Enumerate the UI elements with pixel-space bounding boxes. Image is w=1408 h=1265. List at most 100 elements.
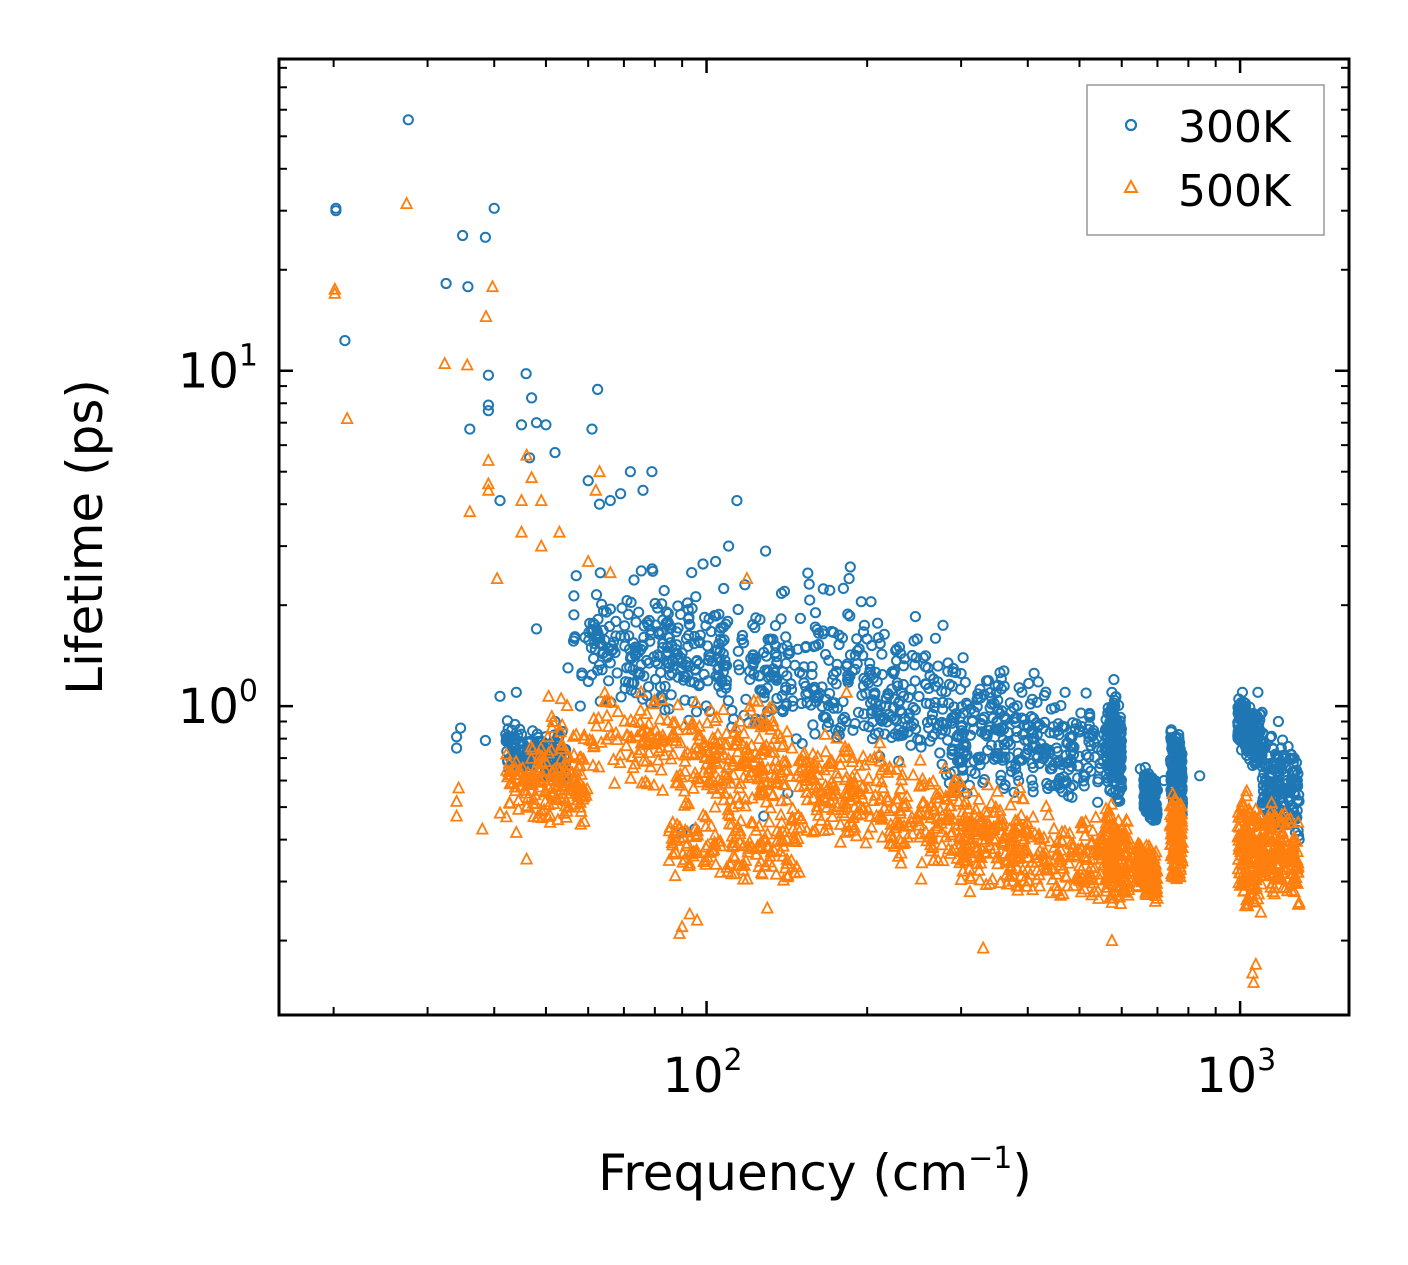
data-point-500k — [328, 285, 342, 299]
data-point-500k — [839, 684, 854, 698]
data-point-300k — [1281, 787, 1293, 799]
data-point-300k — [953, 747, 965, 760]
data-point-500k — [1023, 866, 1038, 880]
data-point-500k — [541, 809, 555, 822]
data-point-500k — [930, 820, 944, 834]
data-point-500k — [686, 780, 701, 794]
data-point-500k — [1240, 896, 1254, 910]
data-point-500k — [624, 770, 638, 784]
data-point-300k — [479, 734, 491, 747]
data-point-500k — [551, 772, 565, 786]
data-point-500k — [543, 807, 557, 821]
data-point-300k — [625, 596, 637, 609]
data-point-300k — [740, 693, 752, 705]
data-point-300k — [1021, 747, 1033, 760]
data-point-300k — [628, 574, 640, 586]
data-point-300k — [1077, 775, 1090, 787]
data-point-300k — [800, 640, 812, 653]
data-point-500k — [1148, 855, 1162, 869]
data-point-300k — [596, 664, 608, 676]
data-point-300k — [844, 610, 856, 622]
x-axis-label: Frequency (cm−1) — [598, 1141, 1032, 1202]
data-point-500k — [1001, 838, 1016, 852]
data-point-500k — [948, 783, 962, 796]
data-point-300k — [1053, 775, 1065, 787]
data-point-300k — [937, 696, 949, 709]
data-point-500k — [546, 714, 560, 727]
data-point-500k — [744, 814, 758, 828]
data-point-500k — [984, 795, 999, 809]
data-point-300k — [857, 626, 870, 638]
data-point-300k — [574, 700, 586, 712]
data-point-300k — [1101, 731, 1113, 743]
data-point-500k — [1107, 826, 1122, 840]
data-point-300k — [1031, 696, 1043, 708]
data-point-300k — [1039, 716, 1051, 728]
data-point-500k — [524, 739, 538, 753]
data-point-500k — [519, 785, 534, 799]
data-point-300k — [637, 484, 649, 496]
data-point-300k — [1108, 674, 1120, 686]
data-point-500k — [792, 779, 806, 793]
data-point-500k — [867, 793, 881, 806]
data-point-300k — [811, 623, 823, 636]
data-point-300k — [937, 619, 949, 631]
data-point-300k — [1110, 772, 1123, 784]
data-point-500k — [647, 692, 662, 706]
data-point-500k — [873, 735, 887, 749]
data-point-500k — [524, 750, 538, 764]
data-point-300k — [830, 678, 842, 690]
data-point-500k — [733, 713, 747, 727]
data-point-500k — [1133, 864, 1148, 878]
data-point-300k — [903, 712, 915, 724]
data-point-300k — [851, 633, 863, 645]
data-point-300k — [803, 578, 815, 590]
data-point-300k — [590, 589, 603, 601]
data-point-300k — [748, 668, 760, 680]
data-point-500k — [653, 711, 667, 725]
data-point-500k — [1254, 904, 1268, 918]
data-point-300k — [1053, 729, 1065, 741]
y-tick-label: 100 — [178, 674, 258, 735]
x-tick-label: 102 — [662, 1043, 742, 1104]
data-point-500k — [683, 906, 697, 920]
data-point-300k — [810, 696, 822, 708]
data-point-500k — [1071, 841, 1085, 855]
data-point-300k — [330, 205, 342, 217]
data-point-500k — [1020, 824, 1034, 838]
data-point-300k — [878, 628, 890, 640]
data-point-500k — [513, 763, 527, 777]
data-point-300k — [982, 675, 995, 687]
data-point-500k — [895, 767, 910, 781]
data-point-500k — [825, 802, 840, 815]
data-point-300k — [1002, 736, 1014, 749]
data-point-500k — [559, 809, 573, 823]
data-point-500k — [899, 795, 913, 809]
data-point-500k — [1248, 894, 1263, 908]
data-point-300k — [760, 545, 772, 557]
data-point-300k — [957, 707, 970, 719]
data-point-500k — [1054, 842, 1068, 856]
data-point-300k — [693, 635, 705, 647]
data-point-500k — [589, 718, 604, 732]
data-point-500k — [935, 824, 949, 838]
data-point-500k — [574, 816, 588, 830]
data-point-500k — [789, 768, 804, 782]
data-point-500k — [1246, 975, 1261, 988]
data-point-500k — [726, 757, 740, 771]
data-point-500k — [950, 784, 964, 798]
data-point-300k — [1046, 763, 1058, 775]
data-point-300k — [479, 231, 491, 243]
data-point-300k — [1108, 697, 1120, 709]
data-point-500k — [1287, 884, 1302, 898]
data-point-300k — [928, 702, 940, 714]
data-point-300k — [809, 607, 822, 619]
data-point-500k — [844, 779, 858, 793]
data-point-500k — [1040, 860, 1054, 874]
data-point-500k — [545, 763, 560, 777]
data-point-500k — [554, 724, 568, 738]
data-point-300k — [732, 645, 744, 657]
data-point-500k — [673, 735, 688, 749]
data-point-300k — [646, 466, 658, 478]
data-point-300k — [787, 695, 799, 707]
